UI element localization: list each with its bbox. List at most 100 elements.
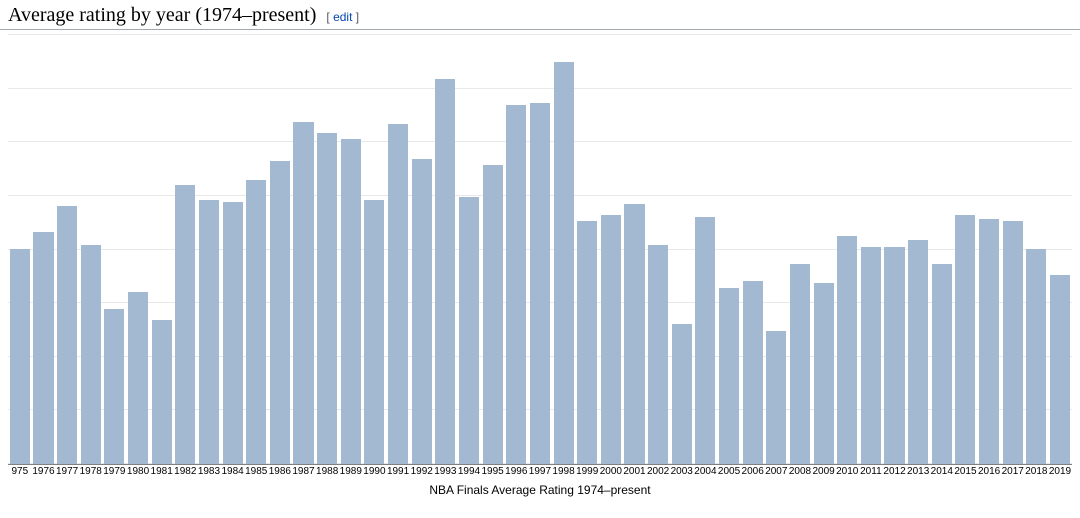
- x-axis-tick: 1991: [386, 466, 410, 477]
- x-axis-tick: 2012: [883, 466, 907, 477]
- bar-slot: [1048, 34, 1072, 464]
- bar-slot: [765, 34, 789, 464]
- x-axis-tick: 1998: [552, 466, 576, 477]
- x-axis: 9751976197719781979198019811982198319841…: [8, 464, 1072, 477]
- x-axis-tick: 2014: [930, 466, 954, 477]
- x-axis-tick: 1990: [363, 466, 387, 477]
- x-axis-tick: 1977: [55, 466, 79, 477]
- bar: [341, 139, 361, 464]
- bar: [814, 283, 834, 464]
- bar-slot: [954, 34, 978, 464]
- bar: [33, 232, 53, 464]
- x-axis-tick: 2016: [977, 466, 1001, 477]
- bar-slot: [859, 34, 883, 464]
- bar-slot: [575, 34, 599, 464]
- bar: [577, 221, 597, 464]
- bar-slot: [221, 34, 245, 464]
- bar-slot: [79, 34, 103, 464]
- edit-link[interactable]: edit: [333, 10, 352, 24]
- bar-slot: [363, 34, 387, 464]
- bar-slot: [741, 34, 765, 464]
- x-axis-tick: 2015: [954, 466, 978, 477]
- bar-chart: 9751976197719781979198019811982198319841…: [8, 34, 1072, 497]
- x-axis-tick: 1988: [315, 466, 339, 477]
- bar: [601, 215, 621, 464]
- bars-container: [8, 34, 1072, 464]
- bar: [152, 320, 172, 464]
- x-axis-tick: 2007: [765, 466, 789, 477]
- bar-slot: [292, 34, 316, 464]
- x-axis-tick: 2003: [670, 466, 694, 477]
- edit-link-wrap: [ edit ]: [326, 10, 359, 24]
- x-axis-tick: 2005: [717, 466, 741, 477]
- bar-slot: [268, 34, 292, 464]
- x-axis-tick: 1989: [339, 466, 363, 477]
- bar: [388, 124, 408, 464]
- bar: [884, 247, 904, 464]
- x-axis-tick: 1997: [528, 466, 552, 477]
- bar-slot: [977, 34, 1001, 464]
- x-axis-tick: 1976: [32, 466, 56, 477]
- bar: [1026, 249, 1046, 464]
- bar-slot: [244, 34, 268, 464]
- bar: [270, 161, 290, 464]
- bar: [317, 133, 337, 464]
- bar-slot: [434, 34, 458, 464]
- x-axis-tick: 2000: [599, 466, 623, 477]
- bar-slot: [599, 34, 623, 464]
- bar-slot: [55, 34, 79, 464]
- bar: [128, 292, 148, 464]
- bar: [175, 185, 195, 465]
- x-axis-tick: 2018: [1025, 466, 1049, 477]
- section-title: Average rating by year (1974–present): [8, 4, 316, 27]
- bar-slot: [197, 34, 221, 464]
- bar: [1003, 221, 1023, 464]
- bar: [412, 159, 432, 464]
- bar: [293, 122, 313, 464]
- bar-slot: [315, 34, 339, 464]
- x-axis-tick: 2011: [859, 466, 883, 477]
- x-axis-tick: 2001: [623, 466, 647, 477]
- bar-slot: [552, 34, 576, 464]
- bar: [57, 206, 77, 464]
- bar: [364, 200, 384, 464]
- bar: [719, 288, 739, 464]
- bar-slot: [788, 34, 812, 464]
- bar: [766, 331, 786, 464]
- x-axis-tick: 2017: [1001, 466, 1025, 477]
- bar-slot: [906, 34, 930, 464]
- x-axis-tick: 1994: [457, 466, 481, 477]
- bar-slot: [457, 34, 481, 464]
- x-axis-tick: 1985: [244, 466, 268, 477]
- bar-slot: [126, 34, 150, 464]
- x-axis-tick: 2006: [741, 466, 765, 477]
- bar: [932, 264, 952, 464]
- bar-slot: [1001, 34, 1025, 464]
- bar: [554, 62, 574, 464]
- bar: [223, 202, 243, 464]
- bar: [790, 264, 810, 464]
- plot-area: [8, 34, 1072, 464]
- x-axis-tick: 1983: [197, 466, 221, 477]
- bar: [624, 204, 644, 464]
- bar-slot: [150, 34, 174, 464]
- x-axis-tick: 2019: [1048, 466, 1072, 477]
- bar-slot: [386, 34, 410, 464]
- x-axis-tick: 2009: [812, 466, 836, 477]
- bar-slot: [812, 34, 836, 464]
- bar: [648, 245, 668, 464]
- bar: [246, 180, 266, 464]
- bar: [506, 105, 526, 464]
- bar: [435, 79, 455, 464]
- bar-slot: [481, 34, 505, 464]
- bar: [1050, 275, 1070, 464]
- bar-slot: [670, 34, 694, 464]
- bar-slot: [883, 34, 907, 464]
- bar-slot: [930, 34, 954, 464]
- bar: [483, 165, 503, 464]
- bar: [743, 281, 763, 464]
- bar-slot: [694, 34, 718, 464]
- bar-slot: [504, 34, 528, 464]
- bar: [459, 197, 479, 464]
- bar: [672, 324, 692, 464]
